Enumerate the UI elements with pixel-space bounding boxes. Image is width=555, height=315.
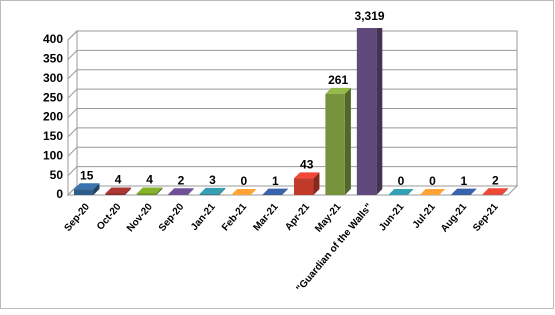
value-label: 2 [178, 173, 185, 187]
y-tick-label: 400 [43, 32, 63, 46]
y-tick-label: 0 [56, 187, 63, 201]
value-label: 0 [398, 174, 405, 188]
bar [294, 178, 313, 195]
value-label: 0 [241, 174, 248, 188]
floor [68, 186, 517, 195]
y-tick-label: 300 [43, 71, 63, 85]
bar [74, 189, 93, 195]
value-label: 4 [146, 173, 153, 187]
value-label: 15 [80, 168, 94, 182]
value-label: 3,319 [355, 9, 385, 23]
bar-side [376, 0, 382, 195]
bar [357, 0, 376, 195]
bar [200, 194, 219, 195]
value-label: 261 [328, 73, 348, 87]
value-label: 3 [209, 173, 216, 187]
y-tick-label: 100 [43, 148, 63, 162]
bar [325, 94, 344, 195]
value-label: 2 [492, 173, 499, 187]
bar [105, 193, 124, 195]
y-tick-label: 250 [43, 90, 63, 104]
value-label: 1 [272, 174, 279, 188]
y-tick-label: 350 [43, 52, 63, 66]
bar [137, 193, 156, 195]
value-label: 0 [429, 174, 436, 188]
bar [483, 194, 502, 195]
y-tick-label: 200 [43, 110, 63, 124]
y-tick-label: 150 [43, 129, 63, 143]
walls [68, 31, 517, 195]
value-label: 1 [461, 174, 468, 188]
value-label: 43 [300, 158, 314, 172]
y-tick-label: 50 [50, 168, 64, 182]
bar-side [345, 88, 351, 195]
value-label: 4 [115, 173, 122, 187]
bar [168, 194, 187, 195]
